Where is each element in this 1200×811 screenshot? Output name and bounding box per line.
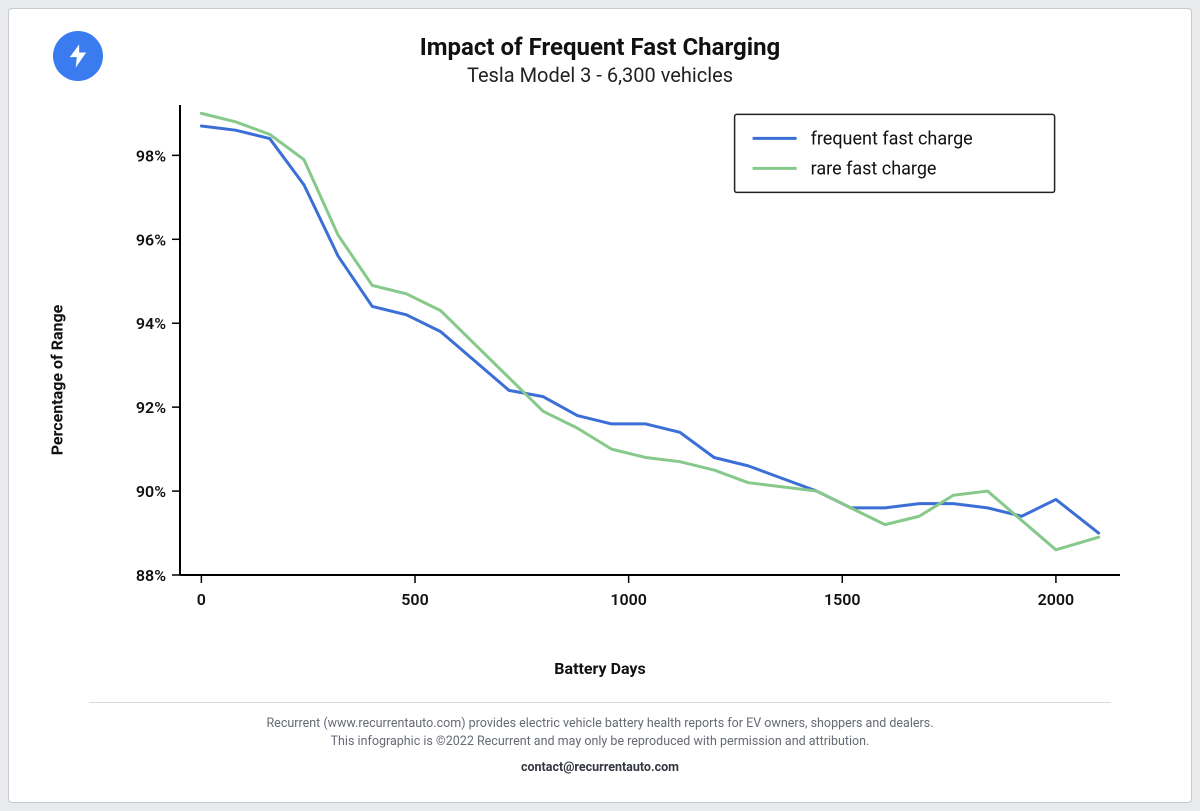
svg-text:94%: 94% xyxy=(136,314,166,333)
svg-text:1000: 1000 xyxy=(610,590,647,609)
line-chart: 88% 90% 92% 94% 96% 98% 0 500 1000 1500 2000 freque… xyxy=(49,95,1151,665)
svg-text:500: 500 xyxy=(401,590,428,609)
svg-text:2000: 2000 xyxy=(1038,590,1075,609)
footer-line-2: This infographic is ©2022 Recurrent and … xyxy=(49,733,1151,751)
svg-text:0: 0 xyxy=(197,590,206,609)
svg-text:88%: 88% xyxy=(136,566,166,585)
svg-text:98%: 98% xyxy=(136,146,166,165)
chart-title: Impact of Frequent Fast Charging xyxy=(49,33,1151,61)
svg-text:90%: 90% xyxy=(136,482,166,501)
footer-divider xyxy=(89,702,1111,703)
chart-subtitle: Tesla Model 3 - 6,300 vehicles xyxy=(49,63,1151,87)
svg-text:1500: 1500 xyxy=(824,590,861,609)
brand-logo xyxy=(53,31,103,81)
svg-text:92%: 92% xyxy=(136,398,166,417)
bolt-icon xyxy=(64,42,92,70)
svg-text:96%: 96% xyxy=(136,230,166,249)
svg-text:frequent fast charge: frequent fast charge xyxy=(811,128,973,149)
y-axis-label: Percentage of Range xyxy=(48,305,67,456)
footer-line-1: Recurrent (www.recurrentauto.com) provid… xyxy=(49,715,1151,733)
svg-text:rare fast charge: rare fast charge xyxy=(811,158,937,179)
footer-contact: contact@recurrentauto.com xyxy=(49,759,1151,777)
chart-card: Impact of Frequent Fast Charging Tesla M… xyxy=(8,8,1192,803)
chart-titles: Impact of Frequent Fast Charging Tesla M… xyxy=(49,33,1151,87)
chart-area: Percentage of Range 88% 90% 92% 94% 96% 98% 0 5… xyxy=(49,95,1151,665)
footer: Recurrent (www.recurrentauto.com) provid… xyxy=(49,715,1151,777)
